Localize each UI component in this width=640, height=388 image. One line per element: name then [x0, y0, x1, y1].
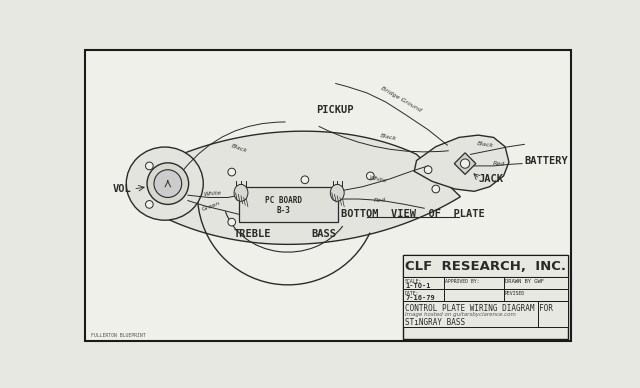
Ellipse shape [126, 147, 204, 220]
Circle shape [145, 162, 153, 170]
Ellipse shape [330, 184, 344, 201]
Text: CLF  RESEARCH,  INC.: CLF RESEARCH, INC. [405, 260, 566, 272]
Circle shape [424, 166, 432, 173]
Circle shape [147, 163, 189, 204]
Text: DATE:: DATE: [405, 291, 419, 296]
Text: BOTTOM  VIEW  OF  PLATE: BOTTOM VIEW OF PLATE [341, 210, 484, 220]
Text: TREBLE: TREBLE [234, 229, 271, 239]
Text: White: White [203, 191, 222, 197]
Text: BASS: BASS [312, 229, 337, 239]
Circle shape [316, 212, 324, 220]
Bar [239, 187, 338, 222]
Circle shape [228, 168, 236, 176]
Bar [403, 255, 568, 277]
Text: SCALE:: SCALE: [405, 279, 422, 284]
Text: VOL: VOL [113, 184, 132, 194]
Bar [403, 277, 568, 289]
Bar [403, 289, 568, 301]
Text: B-3: B-3 [276, 206, 291, 215]
Polygon shape [454, 153, 476, 174]
Text: 7-16-79: 7-16-79 [405, 295, 435, 301]
Text: BATTERY: BATTERY [524, 156, 568, 166]
Circle shape [301, 176, 308, 184]
Text: APPROVED BY:: APPROVED BY: [445, 279, 479, 284]
Bar [403, 255, 568, 339]
Text: Black: Black [230, 143, 248, 153]
Circle shape [460, 159, 470, 168]
Text: Image hosted on guitarsbyclarence.com: Image hosted on guitarsbyclarence.com [405, 312, 516, 317]
Circle shape [145, 201, 153, 208]
Text: White: White [369, 175, 387, 184]
Polygon shape [129, 131, 460, 244]
Text: FULLERTON BLUEPRINT: FULLERTON BLUEPRINT [91, 333, 145, 338]
Text: JACK: JACK [478, 174, 503, 184]
Text: Red: Red [374, 198, 387, 203]
Text: CONTROL PLATE WIRING DIAGRAM FOR: CONTROL PLATE WIRING DIAGRAM FOR [405, 304, 553, 313]
Text: Red: Red [493, 161, 505, 166]
Bar [403, 301, 568, 327]
Text: DRAWN BY GWF: DRAWN BY GWF [505, 279, 544, 284]
Text: Black: Black [380, 133, 397, 142]
Circle shape [228, 218, 236, 226]
Text: PICKUP: PICKUP [316, 106, 354, 116]
Text: REVISED: REVISED [505, 291, 525, 296]
Polygon shape [414, 135, 509, 191]
Text: 1-TO-1: 1-TO-1 [405, 283, 431, 289]
Text: Bridge Ground: Bridge Ground [380, 85, 422, 113]
Circle shape [432, 185, 440, 193]
Text: Green: Green [201, 200, 221, 211]
Circle shape [367, 172, 374, 180]
Ellipse shape [234, 184, 248, 201]
Text: PC BOARD: PC BOARD [265, 196, 302, 205]
Text: Black: Black [477, 142, 495, 149]
Text: STıNGRAY BASS: STıNGRAY BASS [405, 319, 465, 327]
Circle shape [154, 170, 182, 197]
